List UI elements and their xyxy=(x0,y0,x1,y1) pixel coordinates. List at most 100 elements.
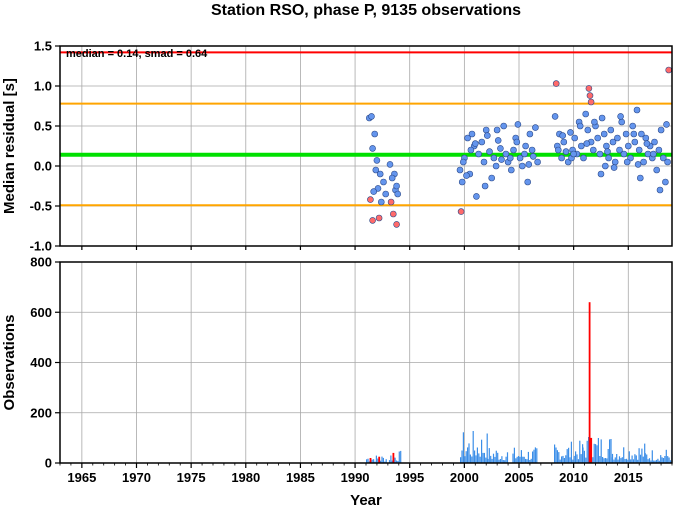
obs-bar-7-641 xyxy=(641,448,643,463)
residual-point-25 xyxy=(473,193,480,200)
residual-point-77 xyxy=(580,154,587,162)
residual-y-ticks: -1.0 -0.5 0.0 0.5 1.0 1.5 xyxy=(30,39,629,254)
obs-bar-4-512 xyxy=(512,453,514,463)
year-tick-label-1975: 1975 xyxy=(177,470,206,485)
residual-point-32 xyxy=(490,154,498,162)
residual-point-91 xyxy=(611,158,619,166)
residual-point-42 xyxy=(514,121,522,128)
residual-point-97 xyxy=(624,142,632,150)
outlier-point-1 xyxy=(369,217,376,224)
observations-y-axis-label: Observations xyxy=(1,315,18,411)
residual-point-33 xyxy=(492,162,500,170)
obs-bar-3-504 xyxy=(504,460,506,463)
residual-point-123 xyxy=(604,148,611,155)
residual-point-46 xyxy=(524,178,532,186)
obs-bar-7-631 xyxy=(631,455,633,463)
obs-bar-1-395 xyxy=(394,457,396,463)
obs-bar-5-576 xyxy=(576,454,578,463)
obs-ytick-label-2: 400 xyxy=(30,355,52,370)
reference-lines xyxy=(60,51,672,207)
obs-bar-3-503 xyxy=(502,460,504,463)
observation-bars xyxy=(366,431,673,463)
residual-point-103 xyxy=(638,130,645,138)
obs-bar-2-481 xyxy=(481,439,483,463)
outlier-bar-1 xyxy=(378,456,381,463)
residual-point-96 xyxy=(622,130,630,138)
residual-point-134 xyxy=(601,162,609,170)
obs-bar-8-647 xyxy=(647,459,649,463)
obs-bar-2-460 xyxy=(460,457,462,463)
obs-bar-2-484 xyxy=(483,452,485,463)
obs-bar-4-533 xyxy=(533,449,535,463)
obs-bar-5-564 xyxy=(563,458,565,463)
residual-point-7 xyxy=(380,178,387,186)
obs-bar-6-599 xyxy=(599,456,601,463)
obs-bar-3-507 xyxy=(506,452,509,463)
obs-bar-4-528 xyxy=(527,451,529,463)
obs-bar-6-587 xyxy=(586,440,588,463)
obs-bar-0-386 xyxy=(385,459,387,463)
obs-bar-6-594 xyxy=(593,443,595,463)
residual-point-121 xyxy=(591,118,598,126)
residual-point-85 xyxy=(598,114,606,122)
outlier-bar-2 xyxy=(392,452,395,463)
obs-bar-0-381 xyxy=(381,456,383,463)
obs-bar-4-536 xyxy=(536,448,538,463)
year-tick-label-1985: 1985 xyxy=(286,470,315,485)
obs-bar-6-588 xyxy=(588,437,590,463)
obs-bar-1-390 xyxy=(390,455,392,463)
residual-point-89 xyxy=(607,126,615,134)
residual-point-12 xyxy=(386,161,394,168)
obs-bar-4-529 xyxy=(529,460,531,463)
obs-bar-0-369 xyxy=(368,461,370,463)
obs-bar-7-644 xyxy=(644,443,646,463)
residual-point-94 xyxy=(618,118,626,126)
obs-bar-8-645 xyxy=(644,453,646,463)
obs-ytick-label-0: 0 xyxy=(45,456,52,471)
year-tick-label-1965: 1965 xyxy=(67,470,96,485)
outlier-point-6 xyxy=(457,208,465,215)
residual-point-50 xyxy=(534,158,541,166)
obs-bar-7-615 xyxy=(614,457,616,463)
obs-bar-4-518 xyxy=(518,456,520,463)
obs-bar-5-567 xyxy=(566,449,568,463)
year-tick-label-1980: 1980 xyxy=(231,470,260,485)
obs-bar-5-574 xyxy=(573,455,575,463)
obs-bar-5-565 xyxy=(565,455,567,463)
obs-bar-7-633 xyxy=(632,459,635,463)
obs-bar-5-557 xyxy=(556,450,558,463)
obs-bar-4-521 xyxy=(520,450,522,463)
obs-bar-2-474 xyxy=(474,450,476,463)
residual-point-3 xyxy=(369,145,376,152)
obs-bar-4-524 xyxy=(523,456,525,463)
residual-point-51 xyxy=(463,172,470,179)
obs-bar-5-579 xyxy=(579,440,581,463)
obs-bar-6-605 xyxy=(604,458,606,463)
residual-point-16 xyxy=(394,190,402,198)
residual-point-127 xyxy=(630,130,638,138)
residual-panel: -1.0 -0.5 0.0 0.5 1.0 1.5 median = 0.14, smad… xyxy=(1,39,673,254)
obs-bar-5-578 xyxy=(577,459,579,463)
obs-bar-7-622 xyxy=(621,457,623,463)
residual-point-128 xyxy=(636,174,644,182)
obs-bar-7-626 xyxy=(625,458,628,463)
residual-point-30 xyxy=(486,148,493,155)
residual-point-110 xyxy=(653,166,661,174)
obs-bar-8-656 xyxy=(655,459,658,463)
residual-point-111 xyxy=(655,146,663,154)
obs-bar-3-497 xyxy=(497,452,499,463)
residual-point-62 xyxy=(506,154,514,162)
residual-point-105 xyxy=(642,134,650,142)
year-tick-label-1970: 1970 xyxy=(122,470,151,485)
obs-bar-3-494 xyxy=(494,456,496,463)
obs-bar-8-666 xyxy=(665,449,667,463)
residual-point-87 xyxy=(603,142,610,150)
obs-bar-5-562 xyxy=(562,455,564,463)
obs-bar-3-490 xyxy=(490,455,492,463)
obs-bar-6-592 xyxy=(592,457,594,463)
obs-bar-2-480 xyxy=(479,456,481,463)
obs-bar-2-461 xyxy=(461,450,463,463)
residual-point-133 xyxy=(570,150,577,158)
residual-point-44 xyxy=(518,162,526,170)
